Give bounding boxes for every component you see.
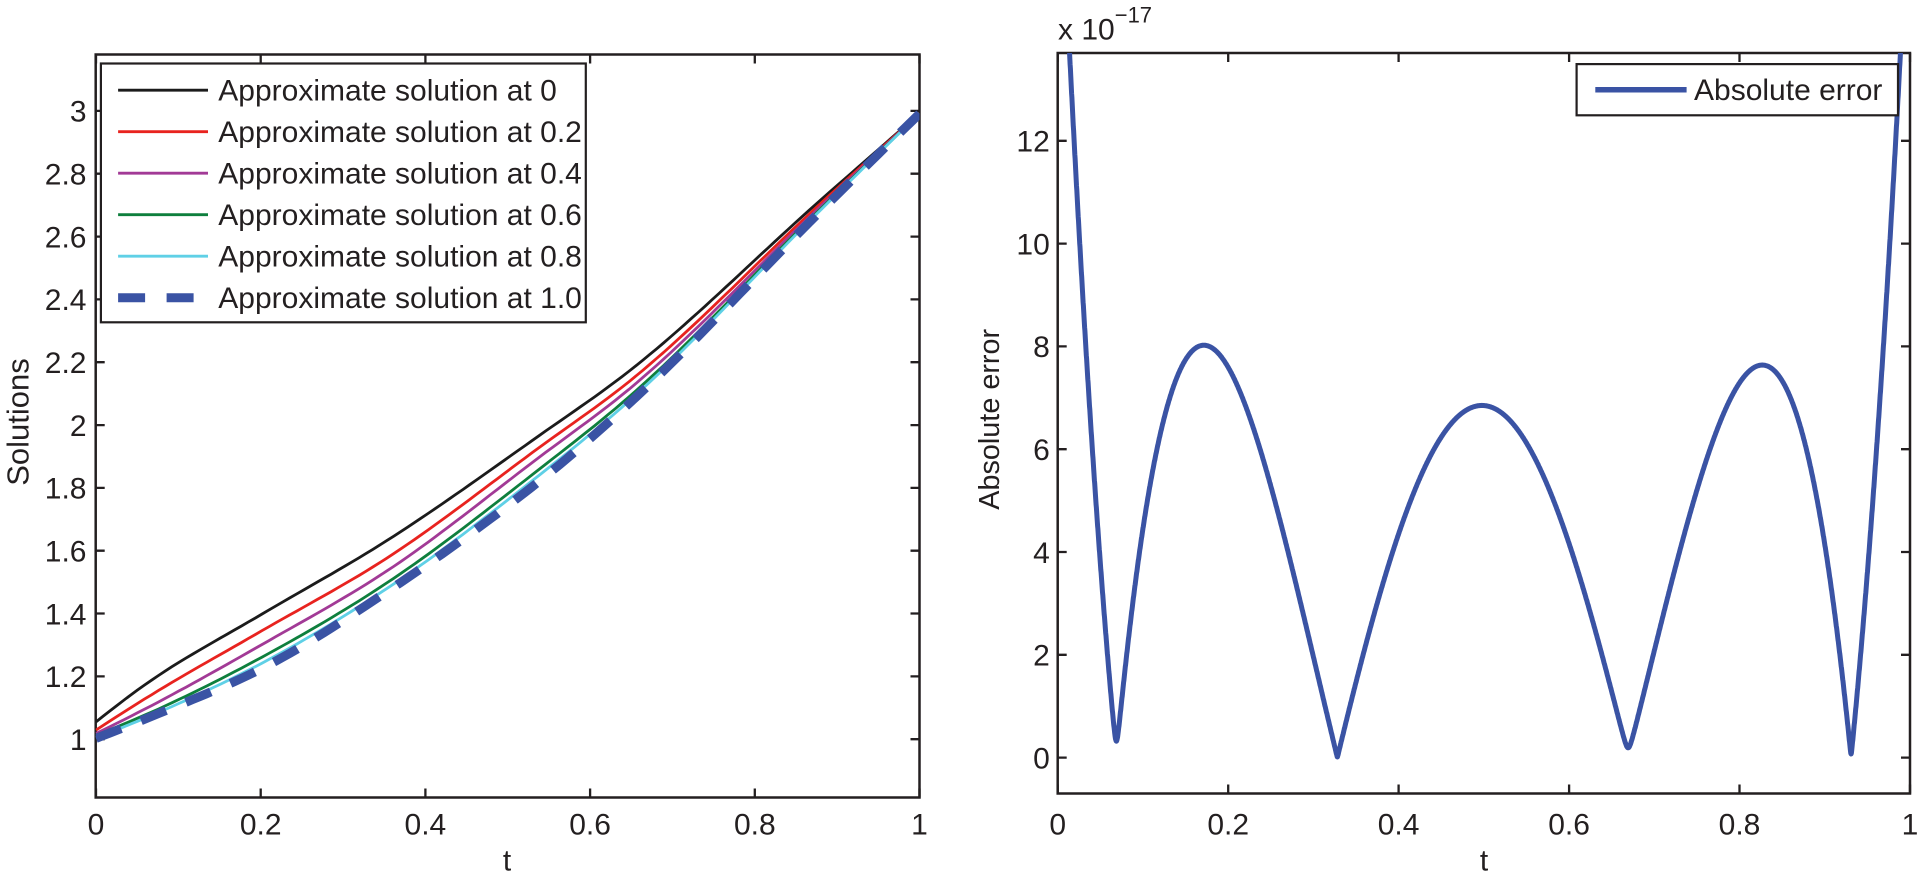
svg-text:Approximate solution at 0: Approximate solution at 0 bbox=[218, 75, 557, 108]
svg-text:Solutions: Solutions bbox=[1, 358, 36, 486]
svg-text:10: 10 bbox=[1016, 228, 1049, 261]
svg-text:0.6: 0.6 bbox=[1548, 808, 1590, 841]
svg-text:0.2: 0.2 bbox=[240, 808, 282, 841]
svg-text:0.2: 0.2 bbox=[1207, 808, 1249, 841]
svg-text:2.4: 2.4 bbox=[45, 284, 87, 317]
svg-text:12: 12 bbox=[1016, 126, 1049, 159]
svg-text:3: 3 bbox=[70, 96, 87, 129]
svg-text:2: 2 bbox=[1033, 640, 1050, 673]
svg-text:0.8: 0.8 bbox=[734, 808, 776, 841]
svg-text:1: 1 bbox=[1902, 808, 1919, 841]
svg-text:Approximate solution at 0.4: Approximate solution at 0.4 bbox=[218, 158, 582, 191]
svg-text:Approximate solution at 0.8: Approximate solution at 0.8 bbox=[218, 241, 582, 274]
svg-text:8: 8 bbox=[1033, 331, 1050, 364]
svg-text:t: t bbox=[1480, 845, 1489, 876]
svg-text:0: 0 bbox=[1033, 742, 1050, 775]
svg-text:0.6: 0.6 bbox=[569, 808, 611, 841]
svg-text:0: 0 bbox=[1049, 808, 1066, 841]
svg-text:2.2: 2.2 bbox=[45, 347, 87, 380]
svg-text:0.8: 0.8 bbox=[1719, 808, 1761, 841]
svg-text:1: 1 bbox=[70, 724, 87, 757]
svg-text:1.8: 1.8 bbox=[45, 473, 87, 506]
svg-text:4: 4 bbox=[1033, 537, 1050, 570]
svg-text:0.4: 0.4 bbox=[1378, 808, 1420, 841]
svg-text:2.8: 2.8 bbox=[45, 159, 87, 192]
svg-text:Absolute error: Absolute error bbox=[974, 328, 1006, 509]
svg-text:t: t bbox=[503, 845, 512, 876]
svg-text:Absolute error: Absolute error bbox=[1694, 74, 1882, 107]
svg-text:1.2: 1.2 bbox=[45, 661, 87, 694]
svg-text:1.4: 1.4 bbox=[45, 598, 87, 631]
svg-text:0: 0 bbox=[88, 808, 105, 841]
svg-text:1.6: 1.6 bbox=[45, 536, 87, 569]
svg-text:1: 1 bbox=[911, 808, 928, 841]
svg-text:0.4: 0.4 bbox=[405, 808, 447, 841]
svg-text:Approximate solution at 0.2: Approximate solution at 0.2 bbox=[218, 116, 582, 149]
svg-text:Approximate solution at 1.0: Approximate solution at 1.0 bbox=[218, 282, 582, 315]
svg-text:2.6: 2.6 bbox=[45, 221, 87, 254]
svg-text:Approximate solution at 0.6: Approximate solution at 0.6 bbox=[218, 199, 582, 232]
svg-text:2: 2 bbox=[70, 410, 87, 443]
svg-text:6: 6 bbox=[1033, 434, 1050, 467]
